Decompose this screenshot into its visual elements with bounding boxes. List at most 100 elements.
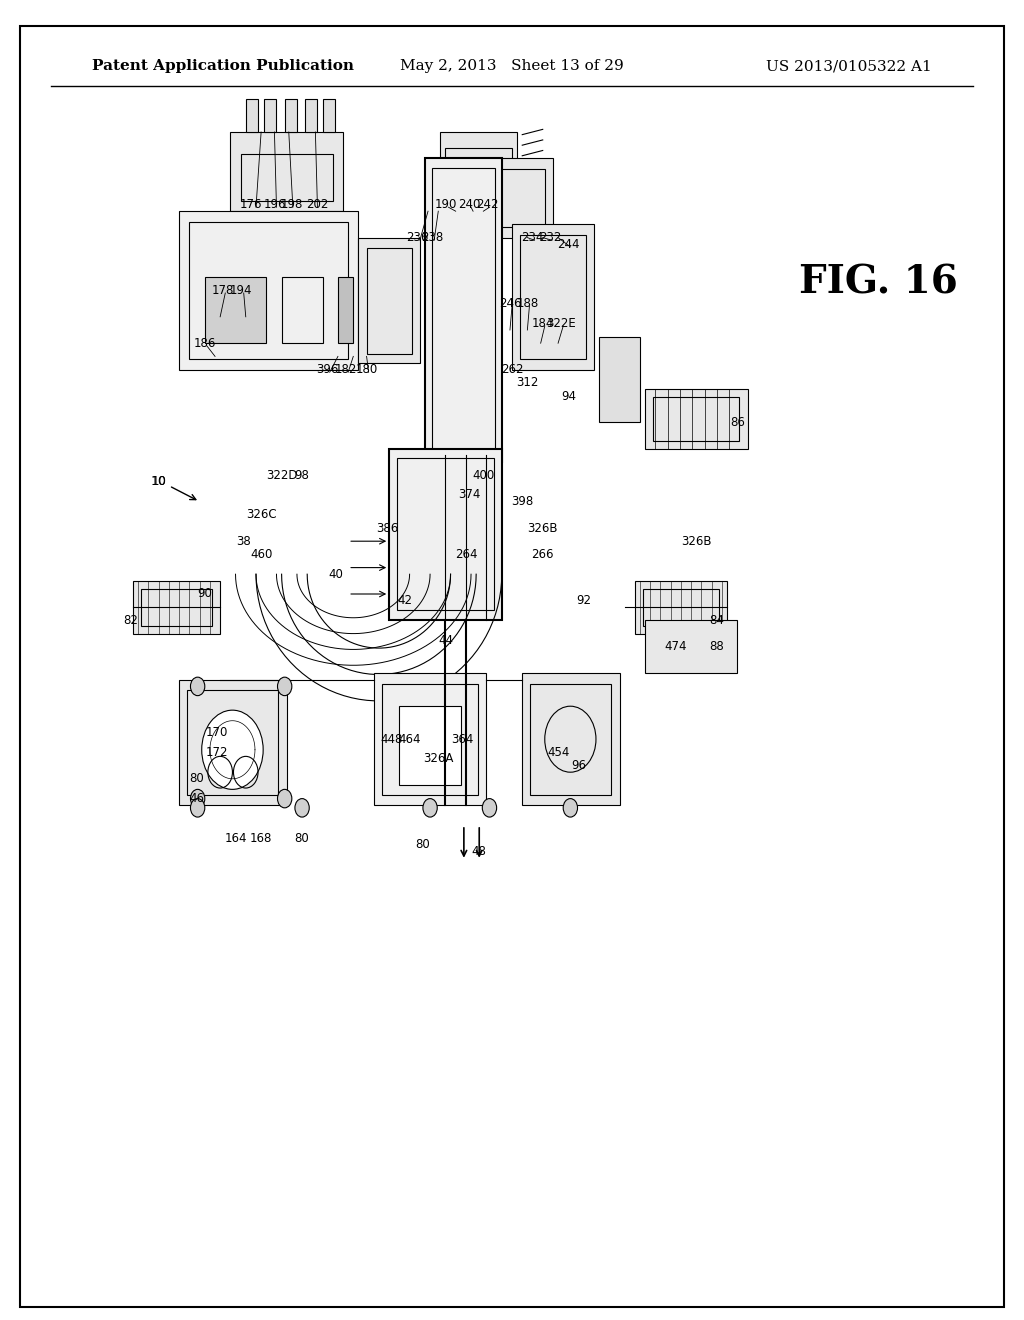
Text: 170: 170 — [206, 726, 228, 739]
Text: 232: 232 — [539, 231, 561, 244]
Text: 94: 94 — [561, 389, 575, 403]
Text: 398: 398 — [511, 495, 534, 508]
Text: 46: 46 — [189, 792, 204, 805]
Bar — [432, 168, 495, 451]
Text: US 2013/0105322 A1: US 2013/0105322 A1 — [766, 59, 932, 74]
Bar — [358, 238, 420, 363]
Bar — [305, 99, 317, 132]
Circle shape — [563, 799, 578, 817]
Text: 262: 262 — [501, 363, 523, 376]
Bar — [338, 277, 353, 343]
Text: Patent Application Publication: Patent Application Publication — [92, 59, 354, 74]
Text: 202: 202 — [306, 198, 329, 211]
Text: 182: 182 — [335, 363, 357, 376]
Circle shape — [190, 799, 205, 817]
Bar — [246, 99, 258, 132]
Text: 266: 266 — [531, 548, 554, 561]
Text: 244: 244 — [557, 238, 580, 251]
Text: 88: 88 — [710, 640, 724, 653]
Bar — [440, 132, 517, 211]
Text: 186: 186 — [194, 337, 216, 350]
Circle shape — [202, 710, 263, 789]
Bar — [189, 222, 348, 359]
Text: 196: 196 — [263, 198, 286, 211]
Text: FIG. 16: FIG. 16 — [799, 264, 957, 302]
Text: 42: 42 — [397, 594, 412, 607]
Text: 180: 180 — [355, 363, 378, 376]
Text: 96: 96 — [571, 759, 586, 772]
Text: May 2, 2013   Sheet 13 of 29: May 2, 2013 Sheet 13 of 29 — [400, 59, 624, 74]
Text: 464: 464 — [398, 733, 421, 746]
Bar — [500, 169, 545, 227]
Text: 184: 184 — [531, 317, 554, 330]
Text: 364: 364 — [452, 733, 474, 746]
Bar — [522, 673, 620, 805]
Text: 80: 80 — [295, 832, 309, 845]
Bar — [397, 458, 494, 610]
Bar — [133, 581, 220, 634]
Bar — [367, 248, 412, 354]
Text: 84: 84 — [710, 614, 724, 627]
Text: 236: 236 — [407, 231, 429, 244]
Circle shape — [295, 799, 309, 817]
Bar — [389, 449, 502, 620]
Text: 234: 234 — [521, 231, 544, 244]
Text: 190: 190 — [434, 198, 457, 211]
Text: 448: 448 — [380, 733, 402, 746]
Text: 178: 178 — [212, 284, 234, 297]
Text: 80: 80 — [416, 838, 430, 851]
Text: 48: 48 — [472, 845, 486, 858]
Text: 238: 238 — [421, 231, 443, 244]
Text: 188: 188 — [516, 297, 539, 310]
Bar — [635, 581, 727, 634]
Bar — [323, 99, 335, 132]
Bar — [512, 224, 594, 370]
Bar — [520, 235, 586, 359]
Text: 460: 460 — [250, 548, 272, 561]
Text: 400: 400 — [472, 469, 495, 482]
Text: 40: 40 — [329, 568, 343, 581]
Bar — [530, 684, 611, 795]
Text: 44: 44 — [438, 634, 453, 647]
Text: 386: 386 — [376, 521, 398, 535]
Text: 396: 396 — [316, 363, 339, 376]
Text: 322D: 322D — [266, 469, 297, 482]
Bar — [425, 158, 502, 462]
Text: 326B: 326B — [681, 535, 712, 548]
Text: 176: 176 — [240, 198, 262, 211]
Bar — [492, 158, 553, 238]
Text: 92: 92 — [577, 594, 591, 607]
Text: 80: 80 — [189, 772, 204, 785]
Bar — [230, 132, 343, 211]
Circle shape — [190, 789, 205, 808]
Text: 240: 240 — [458, 198, 480, 211]
Text: 242: 242 — [476, 198, 499, 211]
Bar — [643, 589, 719, 626]
Text: 312: 312 — [516, 376, 539, 389]
Text: 374: 374 — [458, 488, 480, 502]
Bar — [374, 673, 486, 805]
Bar — [285, 99, 297, 132]
Text: 10: 10 — [151, 475, 167, 488]
Circle shape — [278, 789, 292, 808]
Bar — [399, 706, 461, 785]
Bar — [282, 277, 323, 343]
Text: 326C: 326C — [246, 508, 276, 521]
Text: 172: 172 — [206, 746, 228, 759]
Circle shape — [423, 799, 437, 817]
Bar — [179, 680, 287, 805]
Bar — [264, 99, 276, 132]
Text: 198: 198 — [281, 198, 303, 211]
Bar — [205, 277, 266, 343]
Text: 168: 168 — [250, 832, 272, 845]
Text: 454: 454 — [547, 746, 569, 759]
Bar — [645, 389, 748, 449]
Text: 194: 194 — [229, 284, 252, 297]
Text: 98: 98 — [295, 469, 309, 482]
Bar — [187, 690, 278, 795]
Bar — [179, 211, 358, 370]
Text: 246: 246 — [499, 297, 521, 310]
Text: 86: 86 — [730, 416, 744, 429]
Circle shape — [482, 799, 497, 817]
Text: 38: 38 — [237, 535, 251, 548]
